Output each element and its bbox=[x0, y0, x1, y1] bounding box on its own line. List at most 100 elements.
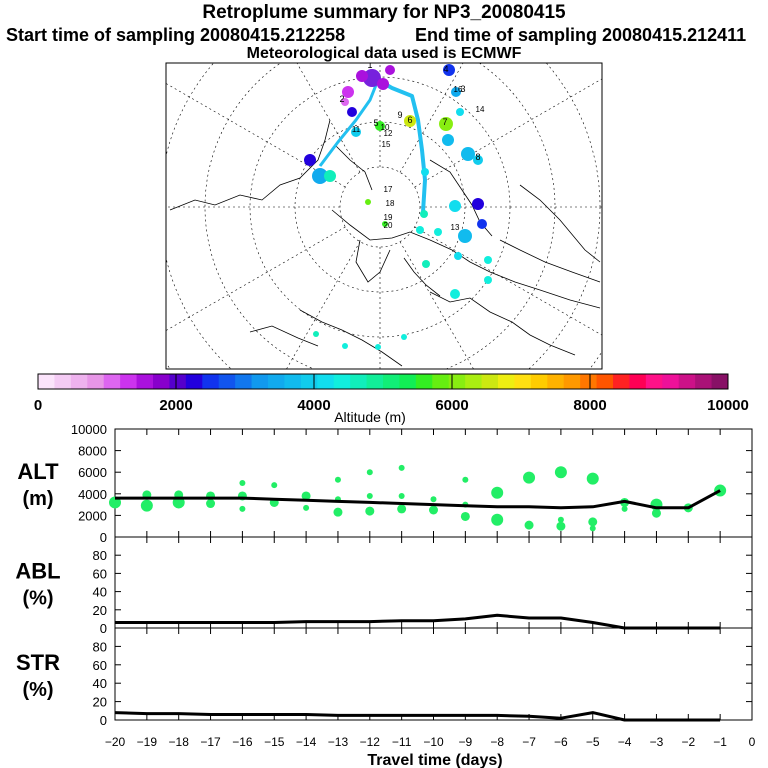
y-tick-label: 20 bbox=[93, 603, 107, 618]
colorbar-swatch bbox=[268, 374, 285, 389]
colorbar-swatch bbox=[432, 374, 450, 389]
x-tick-label: −11 bbox=[392, 735, 412, 749]
colorbar-swatch bbox=[350, 374, 368, 389]
end-time: End time of sampling 20080415.212411 bbox=[415, 25, 747, 45]
map-cluster-dot bbox=[484, 276, 492, 284]
y-tick-label: 80 bbox=[93, 548, 107, 563]
colorbar-swatch bbox=[103, 374, 121, 389]
alt-cluster-point bbox=[589, 525, 596, 532]
x-tick-label: −10 bbox=[423, 735, 444, 749]
colorbar-swatch bbox=[235, 374, 253, 389]
map-day-label: 18 bbox=[386, 199, 395, 208]
abl-panel-frame bbox=[114, 536, 753, 629]
map-cluster-dot bbox=[442, 134, 454, 146]
x-tick-label: −19 bbox=[137, 735, 158, 749]
alt-cluster-point bbox=[430, 496, 437, 503]
alt-cluster-point bbox=[333, 507, 343, 517]
alt-cluster-point bbox=[397, 504, 407, 514]
map-day-label: 20 bbox=[384, 221, 393, 230]
map-cluster-dot bbox=[456, 108, 464, 116]
map-day-label: 11 bbox=[352, 125, 361, 134]
alt-panel-frame bbox=[114, 428, 753, 538]
abl-series-line bbox=[115, 613, 721, 630]
map-cluster-dot bbox=[363, 69, 381, 87]
x-tick-label: −3 bbox=[650, 735, 664, 749]
meridian-line bbox=[286, 241, 361, 369]
coastline bbox=[299, 309, 403, 367]
alt-cluster-point bbox=[557, 516, 564, 523]
x-tick-label: −15 bbox=[264, 735, 285, 749]
y-tick-label: 6000 bbox=[78, 465, 107, 480]
y-tick-label: 0 bbox=[100, 621, 107, 636]
colorbar-swatch bbox=[629, 374, 647, 389]
str-label: STR bbox=[16, 650, 60, 675]
colorbar-swatch bbox=[514, 374, 532, 389]
meridian-line bbox=[399, 63, 464, 173]
map-cluster-dot bbox=[461, 147, 475, 161]
alt-label: ALT bbox=[17, 459, 59, 484]
colorbar-swatch bbox=[218, 374, 236, 389]
page-title: Retroplume summary for NP3_20080415 bbox=[202, 2, 566, 23]
map-cluster-dot bbox=[377, 78, 389, 90]
alt-series-line bbox=[115, 489, 721, 510]
alt-cluster-point bbox=[462, 476, 469, 483]
map-cluster-dot bbox=[342, 343, 348, 349]
y-tick-label: 80 bbox=[93, 639, 107, 654]
y-tick-label: 10000 bbox=[71, 422, 107, 437]
map-day-label: 7 bbox=[442, 117, 447, 127]
colorbar-swatch bbox=[333, 374, 351, 389]
x-tick-label: −14 bbox=[296, 735, 317, 749]
alt-cluster-point bbox=[301, 491, 311, 501]
alt-cluster-point bbox=[239, 505, 246, 512]
colorbar-axis-label: Altitude (m) bbox=[334, 409, 406, 425]
map-day-label: 10 bbox=[381, 123, 390, 132]
colorbar-swatch bbox=[580, 374, 598, 389]
map-cluster-dot bbox=[404, 115, 416, 127]
x-tick-label: −12 bbox=[360, 735, 381, 749]
map-cluster-dot bbox=[313, 331, 319, 337]
colorbar-swatch bbox=[383, 374, 400, 389]
y-tick-label: 8000 bbox=[78, 444, 107, 459]
str-panel-frame bbox=[114, 627, 753, 721]
colorbar-swatch bbox=[547, 374, 565, 389]
alt-cluster-point bbox=[398, 464, 405, 471]
alt-cluster-point bbox=[621, 505, 628, 512]
coastline bbox=[331, 209, 601, 309]
abl-label: ABL bbox=[15, 559, 60, 584]
colorbar-swatch bbox=[251, 374, 269, 389]
alt-cluster-point bbox=[651, 508, 661, 518]
map-cluster-dot bbox=[458, 229, 472, 243]
alt-cluster-point bbox=[586, 472, 599, 485]
map-cluster-dot bbox=[382, 221, 388, 227]
str-series-line bbox=[114, 711, 721, 722]
alt-cluster-point bbox=[239, 480, 246, 486]
colorbar-swatch bbox=[596, 374, 614, 389]
coastline bbox=[169, 119, 331, 211]
x-tick-label: −6 bbox=[554, 735, 568, 749]
start-time: Start time of sampling 20080415.212258 bbox=[6, 25, 346, 45]
colorbar-swatch bbox=[678, 374, 696, 389]
x-tick-label: 0 bbox=[749, 735, 756, 749]
colorbar-swatch bbox=[300, 374, 318, 389]
alt-cluster-point bbox=[365, 506, 375, 516]
alt-cluster-point bbox=[303, 504, 310, 511]
colorbar-swatch bbox=[530, 374, 548, 389]
map-cluster-dot bbox=[477, 219, 487, 229]
colorbar-swatch bbox=[498, 374, 515, 389]
map-frame bbox=[165, 62, 603, 370]
coastline bbox=[519, 184, 601, 263]
alt-cluster-point bbox=[714, 484, 727, 497]
colorbar-swatch bbox=[70, 374, 88, 389]
map-cluster-dot bbox=[324, 170, 336, 182]
map-day-label: 1 bbox=[367, 60, 372, 70]
x-axis-label: Travel time (days) bbox=[367, 752, 502, 768]
coastline bbox=[403, 257, 441, 297]
map-cluster-dot bbox=[422, 260, 430, 268]
coastline bbox=[499, 239, 601, 283]
y-tick-label: 40 bbox=[93, 585, 107, 600]
x-tick-label: −7 bbox=[522, 735, 536, 749]
colorbar-swatch bbox=[317, 374, 335, 389]
trajectory-track bbox=[318, 79, 380, 167]
colorbar-swatch bbox=[465, 374, 483, 389]
alt-cluster-point bbox=[588, 517, 598, 527]
